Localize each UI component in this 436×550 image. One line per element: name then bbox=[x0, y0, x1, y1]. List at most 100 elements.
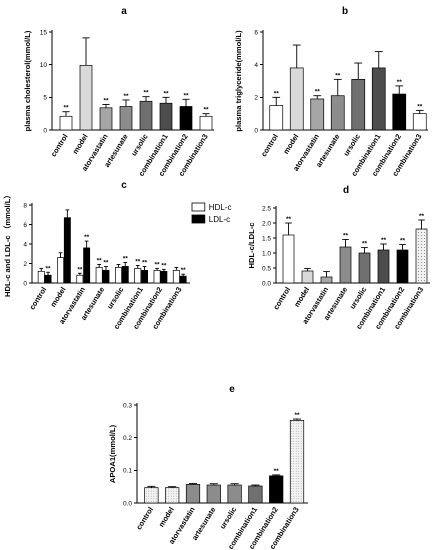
significance-label: ** bbox=[123, 93, 129, 100]
x-tick-label: ursolic bbox=[218, 505, 238, 530]
bar bbox=[144, 487, 159, 504]
significance-label: ** bbox=[274, 468, 280, 475]
significance-label: ** bbox=[97, 257, 103, 264]
y-tick-label: 1.0 bbox=[262, 250, 271, 257]
bar bbox=[172, 269, 180, 284]
bar bbox=[83, 247, 91, 284]
x-tick-label: control bbox=[259, 132, 280, 158]
y-tick-label: 6 bbox=[23, 222, 27, 229]
y-tick-label: 0.2 bbox=[123, 435, 132, 442]
y-tick-label: 5 bbox=[43, 95, 47, 102]
significance-label: ** bbox=[362, 241, 368, 248]
bar bbox=[179, 106, 193, 131]
x-tick-label: control bbox=[27, 285, 48, 311]
significance-label: ** bbox=[419, 213, 425, 220]
y-tick-label: 15 bbox=[40, 29, 48, 36]
x-tick-label: model bbox=[281, 132, 300, 155]
bar bbox=[37, 270, 45, 284]
bar bbox=[289, 67, 304, 131]
x-tick-label: model bbox=[292, 285, 311, 308]
significance-label: ** bbox=[103, 98, 109, 105]
x-tick-label: model bbox=[157, 505, 176, 528]
x-tick-label: model bbox=[48, 285, 67, 308]
legend-label: LDL-c bbox=[209, 215, 230, 224]
significance-label: ** bbox=[400, 238, 406, 245]
bar bbox=[358, 252, 371, 284]
significance-label: ** bbox=[77, 266, 83, 273]
x-tick-label: ursolic bbox=[105, 285, 125, 310]
y-tick-label: 8 bbox=[23, 202, 27, 209]
bar bbox=[269, 475, 284, 504]
bar bbox=[57, 257, 65, 284]
significance-label: ** bbox=[381, 237, 387, 244]
panel-d-letter: d bbox=[343, 185, 349, 196]
significance-label: ** bbox=[181, 267, 187, 274]
bar bbox=[159, 102, 173, 131]
panel-e-letter: e bbox=[229, 384, 235, 395]
y-tick-label: 0 bbox=[43, 127, 47, 134]
bar bbox=[301, 270, 314, 284]
significance-label: ** bbox=[203, 107, 209, 114]
bar bbox=[351, 79, 366, 131]
x-tick-label: model bbox=[71, 132, 90, 155]
bar bbox=[165, 487, 180, 504]
significance-label: ** bbox=[286, 216, 292, 223]
bar bbox=[377, 249, 390, 284]
bar bbox=[114, 267, 122, 284]
y-tick-label: 0 bbox=[254, 127, 258, 134]
y-tick-label: 2.0 bbox=[262, 220, 271, 227]
bar bbox=[396, 249, 409, 284]
bar bbox=[185, 484, 201, 504]
y-tick-label: 0 bbox=[23, 280, 27, 287]
y-axis-label: plasma triglyceride(mmol/L) bbox=[234, 30, 243, 132]
bar bbox=[99, 107, 113, 131]
bar bbox=[102, 269, 110, 284]
bar bbox=[95, 267, 103, 284]
bar bbox=[76, 274, 84, 284]
significance-label: ** bbox=[397, 79, 403, 86]
y-tick-label: 0.1 bbox=[123, 468, 132, 475]
significance-label: ** bbox=[315, 89, 321, 96]
y-tick-label: 0.0 bbox=[123, 500, 132, 507]
bar bbox=[206, 484, 221, 504]
significance-label: ** bbox=[335, 72, 341, 79]
panel-a-letter: a bbox=[121, 6, 127, 17]
y-axis-label: plasma cholesterol(mmol/L) bbox=[23, 30, 32, 131]
bar bbox=[310, 98, 325, 131]
panel-c-letter: c bbox=[121, 180, 127, 191]
y-tick-label: 6 bbox=[254, 29, 258, 36]
significance-label: ** bbox=[46, 265, 52, 272]
x-tick-label: control bbox=[49, 132, 70, 158]
bar bbox=[330, 95, 345, 131]
y-axis-label: HDL-c and LDL-c （mmol/L） bbox=[2, 191, 12, 297]
bar bbox=[160, 270, 168, 284]
significance-label: ** bbox=[274, 90, 280, 97]
bar bbox=[139, 100, 153, 131]
bar bbox=[79, 64, 93, 131]
y-tick-label: 2 bbox=[23, 261, 27, 268]
legend-label: HDL-c bbox=[209, 203, 232, 212]
significance-label: ** bbox=[103, 259, 109, 266]
bar bbox=[339, 246, 352, 284]
bar bbox=[412, 113, 427, 131]
legend-swatch bbox=[191, 214, 206, 224]
bar bbox=[415, 228, 428, 284]
bar bbox=[119, 106, 133, 131]
y-tick-label: 0.5 bbox=[262, 265, 271, 272]
bar bbox=[141, 269, 148, 284]
bar bbox=[289, 420, 305, 504]
bar bbox=[269, 105, 284, 131]
x-tick-label: ursolic bbox=[341, 132, 361, 157]
y-tick-label: 0.3 bbox=[123, 402, 132, 409]
y-axis-label: HDL-c/LDL-c bbox=[247, 223, 256, 269]
significance-label: ** bbox=[142, 259, 148, 266]
bar bbox=[227, 484, 242, 504]
bar bbox=[153, 269, 161, 284]
x-tick-label: ursolic bbox=[129, 132, 149, 157]
panel-b-letter: b bbox=[342, 6, 348, 17]
significance-label: ** bbox=[294, 412, 300, 419]
bar bbox=[179, 275, 187, 284]
significance-label: ** bbox=[63, 105, 69, 112]
significance-label: ** bbox=[343, 233, 349, 240]
